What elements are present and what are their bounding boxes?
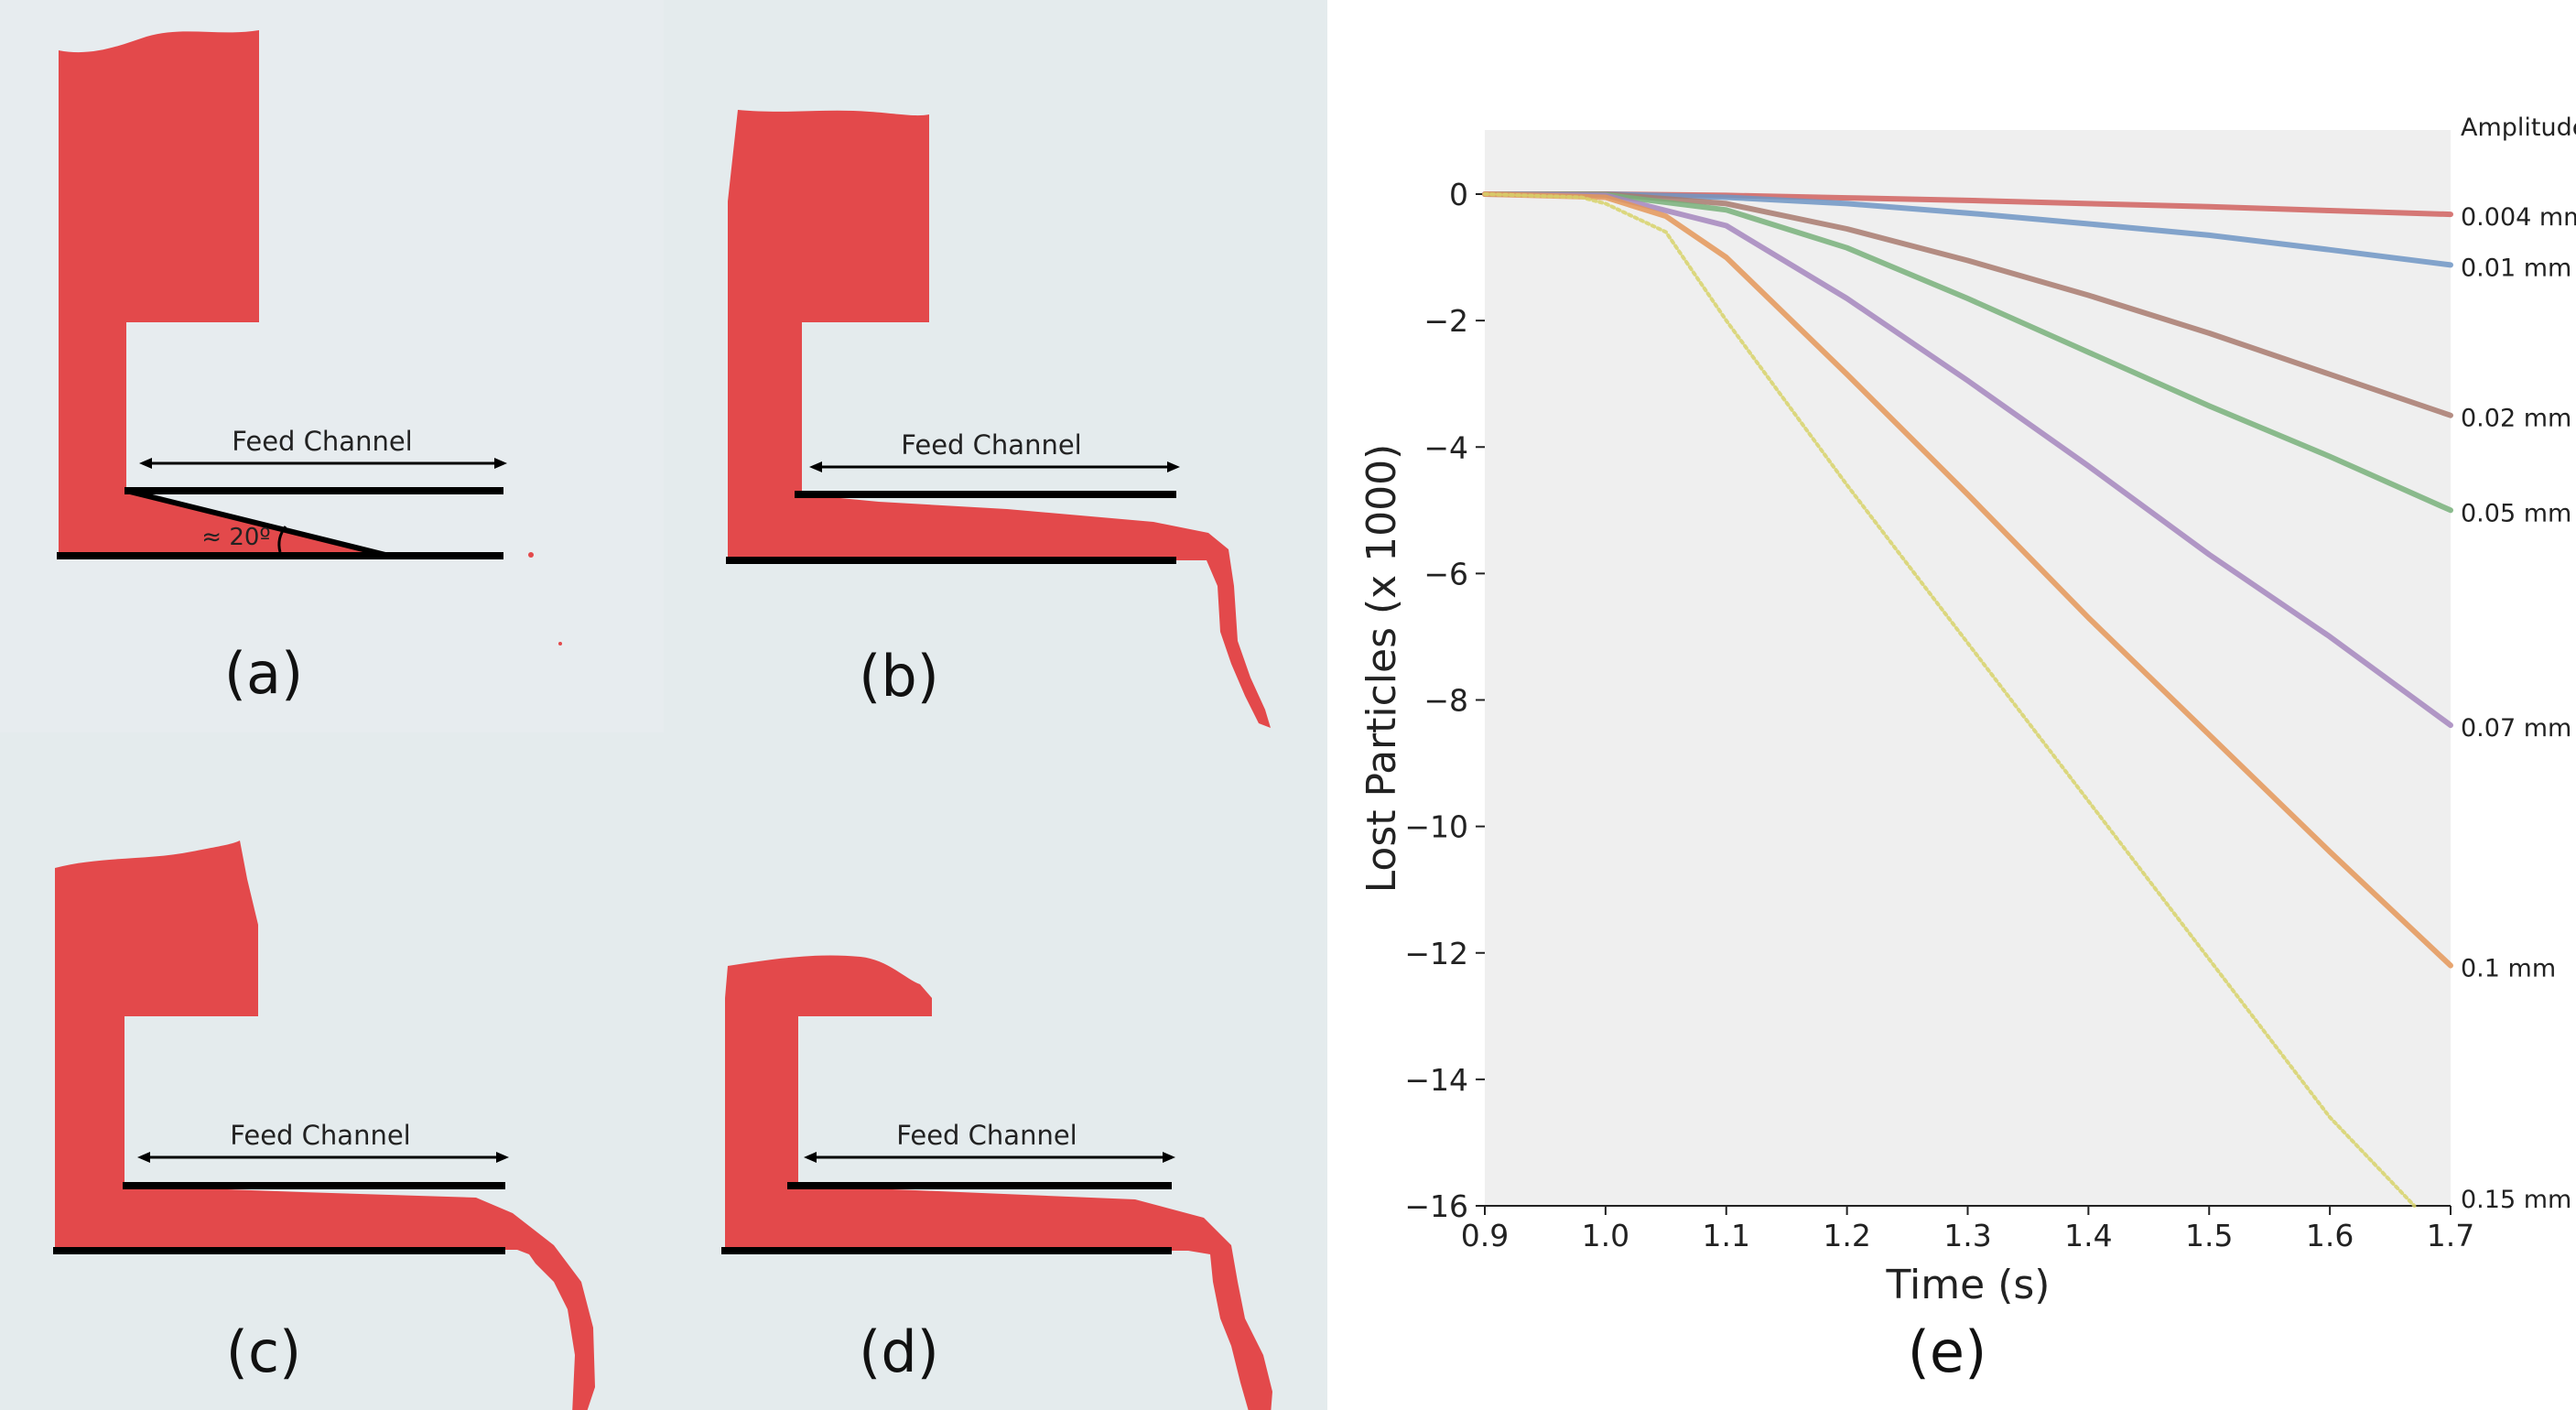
y-axis-label: Lost Particles (x 1000): [1358, 444, 1405, 894]
arrowhead-left: [137, 1152, 150, 1163]
stray-particle: [528, 552, 534, 558]
legend-entry: 0.01 mm: [2461, 254, 2571, 282]
x-tick-label: 0.9: [1461, 1218, 1509, 1253]
series-group: [1482, 191, 2453, 1208]
panel-label-c: (c): [226, 1318, 301, 1385]
arrowhead-right: [494, 458, 507, 469]
x-axis: 0.9 1.0 1.1 1.2 1.3 1.4 1.5 1.6 1.7: [1461, 1205, 2474, 1253]
arrowhead-left: [804, 1152, 817, 1163]
legend-entry: 0.15 mm: [2461, 1186, 2571, 1214]
angle-label: ≈ 20º: [201, 524, 270, 551]
panel-b: Feed Channel (b): [726, 110, 1271, 728]
chart-panel-e: 0.9 1.0 1.1 1.2 1.3 1.4 1.5 1.6 1.7 0 −2 −4 −6 −8 −10…: [1358, 114, 2576, 1385]
panel-a: Feed Channel ≈ 20º (a): [57, 30, 562, 707]
angle-arc: [277, 526, 287, 553]
particle-bulk-b: [728, 110, 1271, 728]
particle-bulk-a: [59, 30, 383, 556]
y-tick-label: −12: [1404, 936, 1468, 971]
x-tick-label: 1.2: [1823, 1218, 1870, 1253]
x-tick-label: 1.0: [1582, 1218, 1629, 1253]
feed-channel-label: Feed Channel: [232, 426, 412, 457]
feed-channel-label: Feed Channel: [901, 429, 1081, 461]
series-line-0.07-mm: [1482, 191, 2453, 729]
arrowhead-right: [496, 1152, 509, 1163]
legend-entry: 0.1 mm: [2461, 955, 2556, 983]
panel-label-d: (d): [859, 1318, 939, 1385]
panel-d: Feed Channel (d): [721, 955, 1272, 1410]
particle-bulk-d: [725, 955, 1272, 1410]
panel-label-a: (a): [224, 640, 303, 707]
series-line-0.15-mm: [1483, 192, 2417, 1208]
arrowhead-left: [139, 458, 152, 469]
x-tick-label: 1.5: [2185, 1218, 2233, 1253]
y-tick-label: −6: [1423, 556, 1468, 591]
particle-bulk-c: [55, 841, 595, 1410]
x-tick-label: 1.1: [1703, 1218, 1750, 1253]
y-axis: 0 −2 −4 −6 −8 −10 −12 −14 −16: [1404, 177, 1485, 1224]
arrowhead-right: [1163, 1152, 1175, 1163]
y-tick-label: −14: [1404, 1062, 1468, 1098]
arrowhead-right: [1167, 461, 1180, 472]
panel-label-b: (b): [859, 643, 939, 710]
legend-entry: 0.02 mm: [2461, 405, 2571, 433]
legend-title: Amplitude: [2461, 114, 2576, 142]
y-tick-label: 0: [1449, 177, 1468, 212]
y-tick-label: −10: [1404, 809, 1468, 845]
panel-c: Feed Channel (c): [53, 841, 595, 1410]
legend-entry: 0.07 mm: [2461, 714, 2571, 743]
series-line-0.1-mm: [1482, 191, 2453, 969]
y-tick-label: −4: [1423, 429, 1468, 465]
legend-entry: 0.004 mm: [2461, 203, 2576, 232]
feed-channel-label: Feed Channel: [896, 1120, 1077, 1151]
plot-area: [1485, 130, 2451, 1206]
arrowhead-left: [809, 461, 822, 472]
series-line-0.05-mm: [1482, 191, 2453, 514]
y-tick-label: −16: [1404, 1188, 1468, 1224]
feed-channel-label: Feed Channel: [230, 1120, 410, 1151]
incline-line: [125, 488, 390, 559]
x-axis-label: Time (s): [1886, 1262, 2051, 1308]
stray-particle: [558, 642, 562, 645]
legend-entry: 0.05 mm: [2461, 499, 2571, 527]
panel-label-e: (e): [1908, 1318, 1987, 1385]
y-tick-label: −2: [1423, 303, 1468, 339]
x-tick-label: 1.6: [2306, 1218, 2354, 1253]
x-tick-label: 1.3: [1943, 1218, 1991, 1253]
y-tick-label: −8: [1423, 683, 1468, 719]
x-tick-label: 1.7: [2427, 1218, 2474, 1253]
x-tick-label: 1.4: [2064, 1218, 2112, 1253]
legend: 0.004 mm 0.01 mm 0.02 mm 0.05 mm 0.07 mm 0.1 …: [2461, 203, 2576, 1214]
